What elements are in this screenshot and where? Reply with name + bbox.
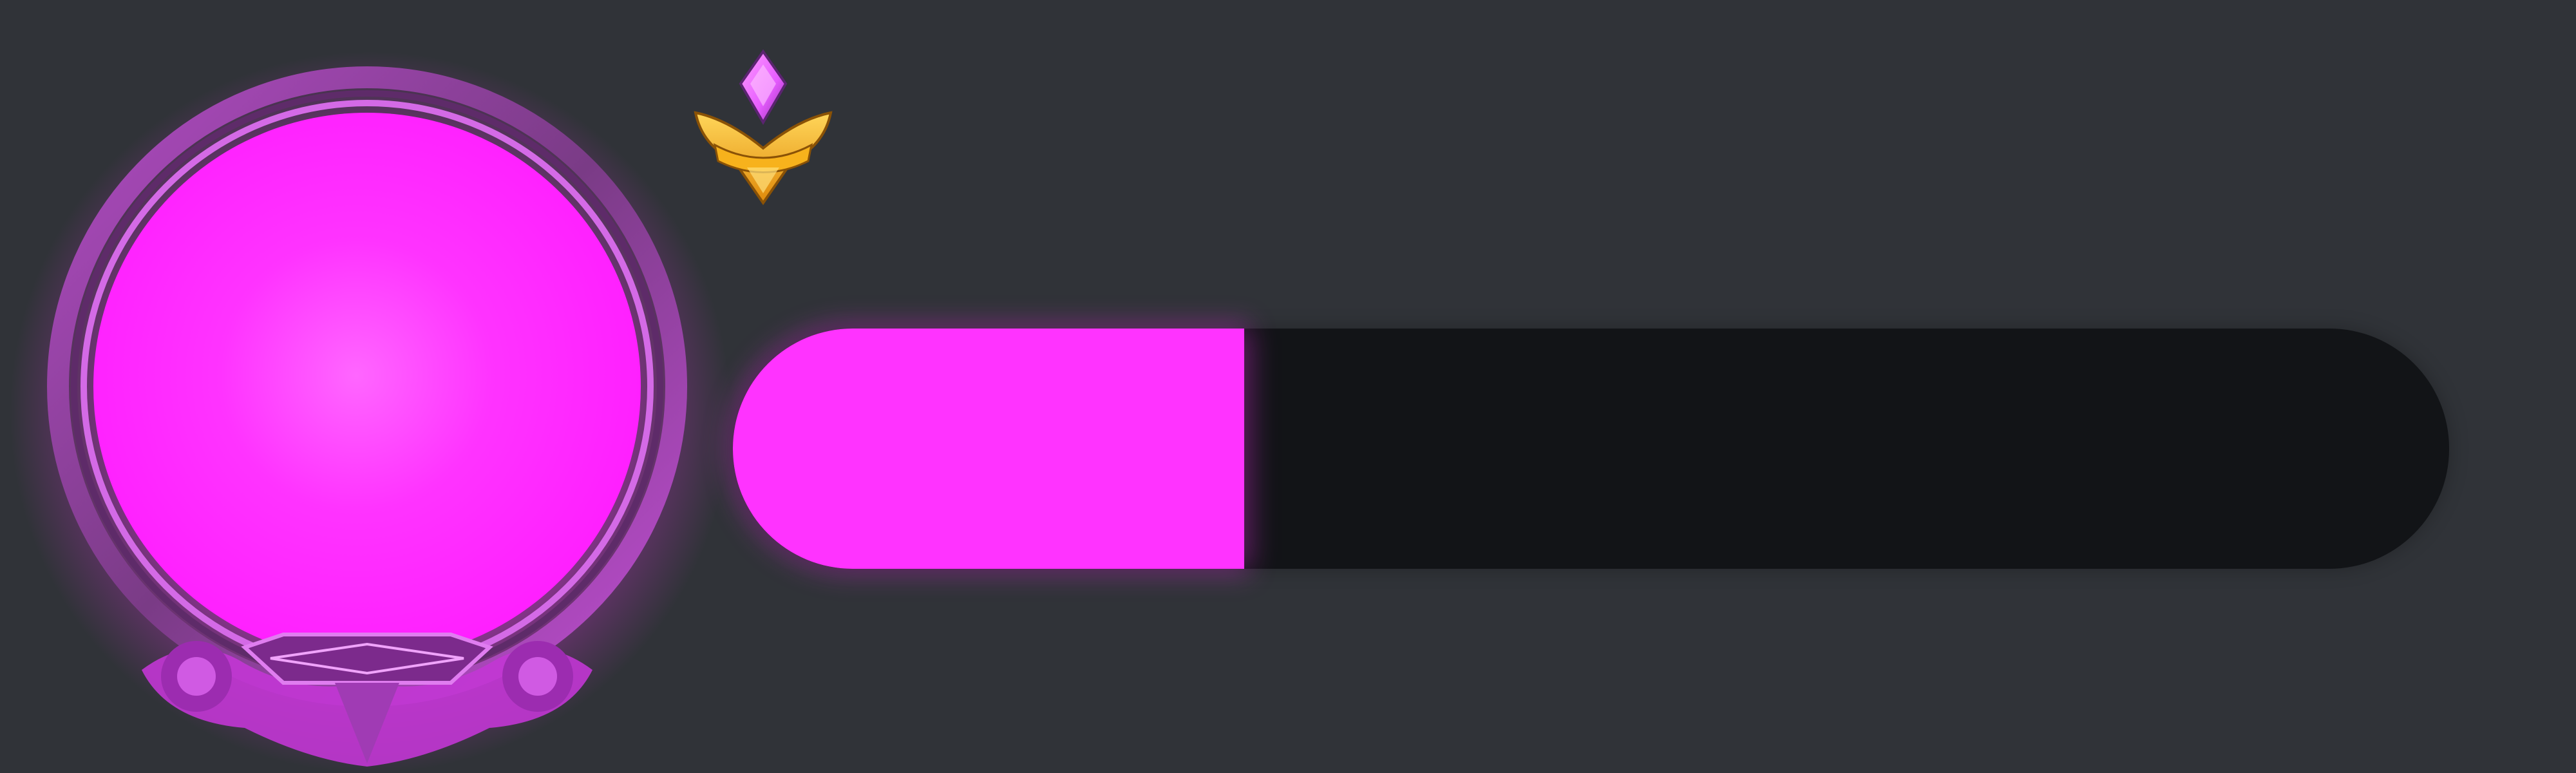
avatar-frame — [0, 0, 741, 773]
rank-ribbon — [713, 143, 813, 173]
rank-badge-graphic — [694, 49, 833, 205]
progress-bar — [733, 329, 2449, 569]
rank-badge-icon — [689, 48, 837, 209]
portrait-area — [93, 113, 641, 660]
avatar-frame-graphic — [10, 52, 731, 773]
frame-bottom-ornament — [142, 633, 592, 767]
progress-fill — [733, 329, 1245, 569]
